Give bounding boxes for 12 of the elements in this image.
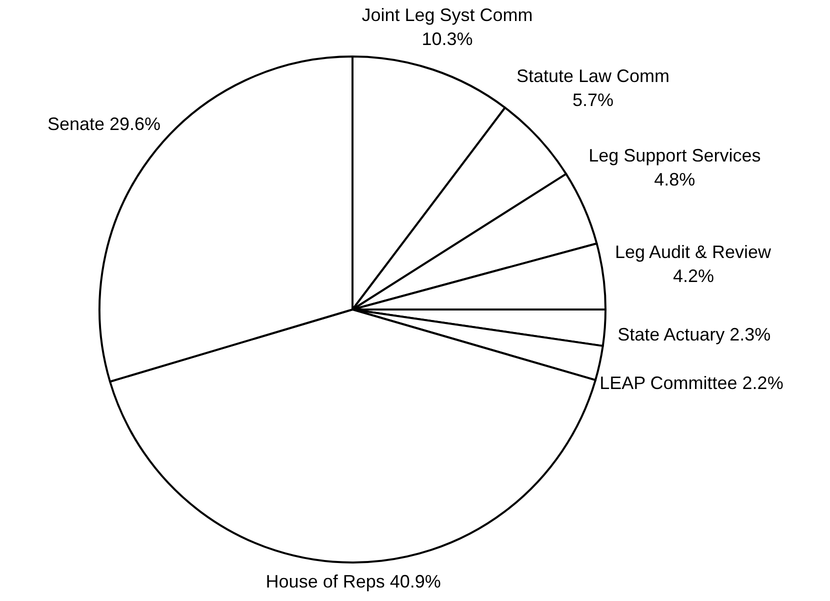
slice-label: Joint Leg Syst Comm [362, 4, 533, 25]
slice-label: Senate 29.6% [47, 114, 161, 134]
slice-label: Leg Audit & Review [614, 242, 772, 262]
data-label: 5.7% [572, 90, 614, 110]
slice-label: Statute Law Comm [516, 66, 670, 86]
slice-label: Leg Support Services [588, 146, 761, 166]
slice-label: LEAP Committee 2.2% [600, 373, 784, 394]
slice-label: House of Reps 40.9% [266, 572, 441, 592]
data-label: 10.3% [422, 28, 473, 49]
data-label: 4.2% [672, 266, 714, 286]
slice-label: State Actuary 2.3% [618, 324, 771, 344]
data-label: 4.8% [654, 170, 696, 190]
